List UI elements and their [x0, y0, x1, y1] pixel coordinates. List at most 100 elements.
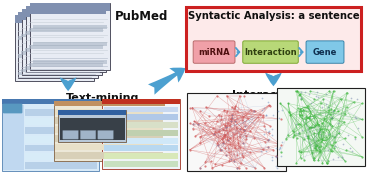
Point — [223, 126, 229, 129]
FancyBboxPatch shape — [25, 136, 97, 143]
Point — [270, 148, 276, 151]
Point — [311, 147, 318, 150]
Point — [296, 132, 302, 134]
Point — [265, 146, 271, 149]
Point — [222, 136, 228, 139]
Point — [218, 115, 225, 118]
Text: Syntactic Analysis: a sentence: Syntactic Analysis: a sentence — [187, 11, 359, 21]
Point — [301, 109, 307, 111]
FancyBboxPatch shape — [104, 107, 178, 112]
Point — [309, 151, 315, 154]
Point — [345, 133, 351, 136]
Point — [269, 155, 275, 158]
Point — [261, 166, 267, 169]
Point — [209, 127, 215, 129]
Point — [319, 122, 325, 125]
Point — [319, 162, 325, 165]
Point — [251, 109, 257, 112]
Point — [226, 124, 232, 127]
Point — [259, 150, 265, 152]
Point — [324, 162, 330, 165]
Point — [240, 129, 246, 131]
Point — [311, 159, 317, 162]
FancyBboxPatch shape — [22, 9, 102, 75]
Point — [274, 166, 280, 169]
Point — [311, 97, 317, 100]
Point — [297, 93, 303, 96]
Text: Interaction: Interaction — [244, 48, 297, 57]
Point — [229, 106, 235, 108]
Point — [215, 113, 222, 116]
Point — [234, 154, 240, 157]
Point — [328, 115, 335, 118]
FancyBboxPatch shape — [15, 15, 94, 23]
Point — [237, 135, 243, 138]
Point — [197, 166, 203, 169]
Point — [302, 90, 308, 93]
Point — [278, 155, 284, 158]
Point — [314, 144, 321, 147]
Point — [296, 150, 302, 153]
Point — [297, 113, 303, 116]
Point — [336, 130, 342, 132]
FancyBboxPatch shape — [25, 162, 97, 169]
Point — [290, 136, 296, 139]
Point — [332, 144, 338, 147]
Point — [283, 137, 289, 140]
Point — [215, 144, 221, 147]
FancyBboxPatch shape — [193, 41, 235, 63]
Point — [237, 162, 243, 165]
Text: Gene: Gene — [313, 48, 337, 57]
Point — [285, 133, 291, 136]
FancyBboxPatch shape — [54, 101, 166, 106]
Point — [335, 122, 341, 125]
Text: Interactomes: Interactomes — [232, 90, 315, 100]
Point — [330, 110, 336, 112]
Point — [220, 142, 226, 145]
Point — [359, 136, 365, 138]
Point — [342, 112, 348, 115]
Point — [349, 149, 355, 152]
Point — [197, 135, 203, 138]
Point — [295, 123, 301, 126]
Point — [265, 146, 271, 149]
Point — [330, 157, 336, 160]
FancyBboxPatch shape — [29, 28, 103, 32]
Point — [335, 110, 341, 113]
Point — [234, 126, 240, 129]
Point — [290, 129, 296, 132]
FancyBboxPatch shape — [17, 37, 91, 40]
FancyBboxPatch shape — [80, 130, 96, 139]
Point — [315, 138, 321, 141]
Point — [269, 133, 275, 136]
Point — [234, 110, 240, 113]
Point — [352, 137, 358, 140]
FancyBboxPatch shape — [30, 3, 110, 11]
FancyBboxPatch shape — [277, 88, 365, 166]
Point — [344, 91, 350, 94]
Point — [308, 126, 314, 129]
Point — [218, 117, 224, 120]
Point — [314, 122, 321, 125]
Point — [214, 94, 220, 97]
FancyBboxPatch shape — [58, 110, 127, 115]
Point — [195, 122, 201, 125]
Point — [319, 131, 325, 134]
Point — [330, 90, 336, 92]
Point — [266, 104, 272, 107]
Point — [222, 133, 228, 136]
Point — [303, 135, 309, 138]
FancyBboxPatch shape — [25, 31, 99, 35]
Point — [297, 122, 303, 125]
Point — [248, 108, 254, 111]
Point — [277, 118, 284, 121]
FancyBboxPatch shape — [186, 7, 361, 71]
Point — [229, 117, 235, 119]
Point — [311, 132, 318, 135]
Point — [251, 109, 257, 112]
Point — [336, 131, 342, 134]
Point — [275, 109, 281, 112]
Point — [234, 166, 240, 169]
Point — [218, 149, 225, 152]
Point — [251, 109, 257, 112]
